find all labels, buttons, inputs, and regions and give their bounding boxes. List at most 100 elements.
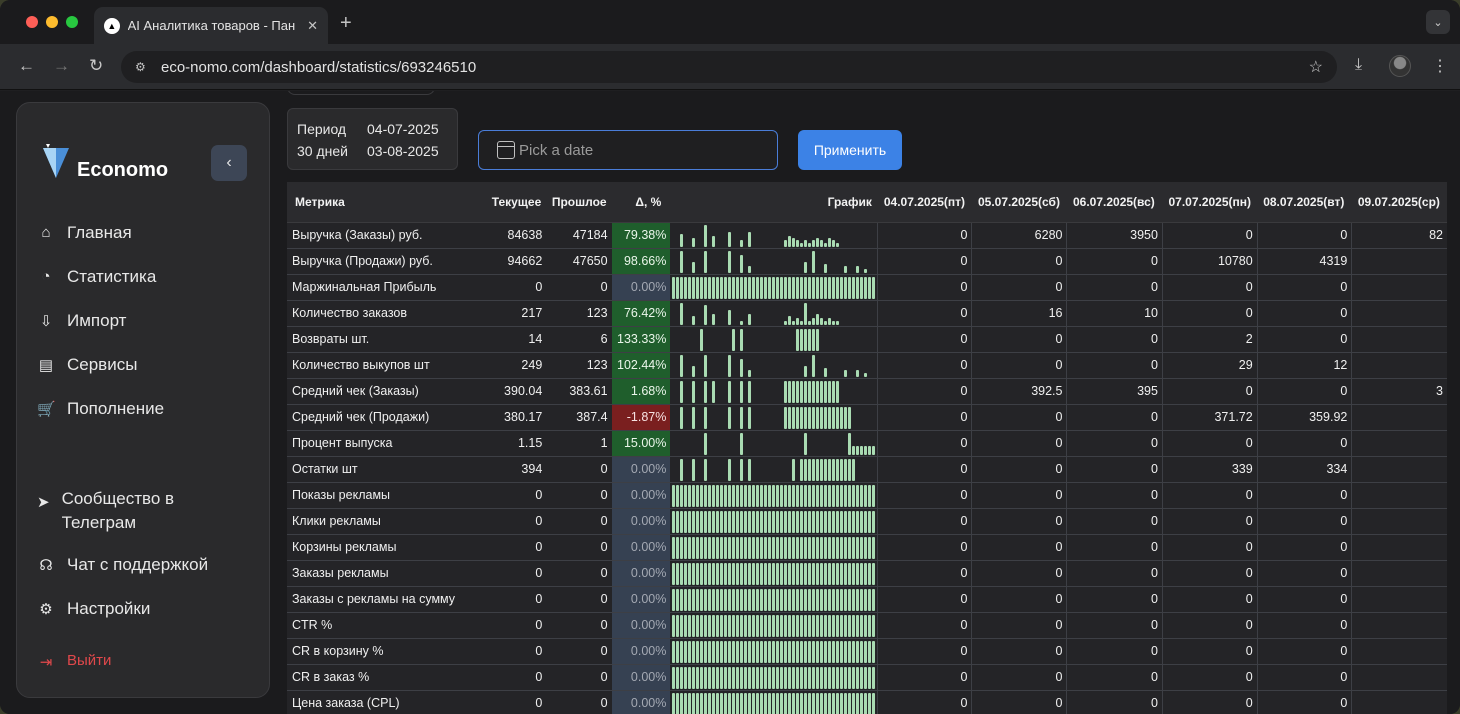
spark-bar <box>792 537 796 559</box>
spark-bar <box>748 589 752 611</box>
spark-bar <box>816 314 820 325</box>
header-day[interactable]: 05.07.2025(сб) <box>971 182 1067 223</box>
spark-bar <box>820 537 824 559</box>
header-current[interactable]: Текущее <box>483 182 547 223</box>
metric-name: Показы рекламы <box>287 482 484 509</box>
day-value <box>1351 326 1447 353</box>
header-previous[interactable]: Прошлое <box>546 182 612 223</box>
back-button[interactable]: ← <box>18 56 35 75</box>
spark-bar <box>692 693 696 714</box>
spark-bar <box>740 641 744 663</box>
day-value: 0 <box>877 378 972 405</box>
nav-telegram-community[interactable]: ➤ Сообщество в Телеграм <box>37 487 187 535</box>
apply-button[interactable]: Применить <box>798 130 902 170</box>
spark-bar <box>840 641 844 663</box>
table-row[interactable]: Средний чек (Продажи) 380.17 387.4 -1.87% 0 0… <box>287 404 1447 431</box>
spark-bar <box>704 407 708 429</box>
minimize-window-button[interactable] <box>46 16 58 28</box>
header-delta[interactable]: Δ, % <box>611 182 671 223</box>
spark-bar <box>680 407 684 429</box>
table-row[interactable]: Количество выкупов шт 249 123 102.44% 0 0 0 29 1… <box>287 352 1447 379</box>
day-value: 0 <box>1066 326 1163 353</box>
nav-settings[interactable]: ⚙ Настройки <box>37 599 150 619</box>
spark-bar <box>856 511 860 533</box>
header-day[interactable]: 04.07.2025(пт) <box>877 182 972 223</box>
spark-bar <box>796 329 800 351</box>
day-value: 0 <box>1256 222 1352 249</box>
spark-bar <box>696 485 700 507</box>
nav-services[interactable]: ▤ Сервисы <box>37 355 138 375</box>
spark-bar <box>724 277 728 299</box>
spark-bar <box>816 485 820 507</box>
browser-tab[interactable]: ▲ AI Аналитика товаров - Пан ✕ <box>94 7 328 44</box>
bookmark-star-icon[interactable]: ☆ <box>1308 59 1323 76</box>
site-settings-icon[interactable]: ⚙ <box>135 60 146 74</box>
spark-bar <box>868 485 872 507</box>
table-row[interactable]: Средний чек (Заказы) 390.04 383.61 1.68% 0 39… <box>287 378 1447 405</box>
table-row[interactable]: Возвраты шт. 14 6 133.33% 0 0 0 2 0 <box>287 326 1447 353</box>
header-day[interactable]: 09.07.2025(ср) <box>1351 182 1447 223</box>
spark-bar <box>740 667 744 689</box>
tab-search-button[interactable]: ⌄ <box>1426 10 1450 34</box>
spark-bar <box>864 641 868 663</box>
day-value: 0 <box>1066 690 1163 714</box>
reload-button[interactable]: ↻ <box>89 56 104 75</box>
nav-support-chat[interactable]: ☊ Чат с поддержкой <box>37 555 208 575</box>
date-picker-input[interactable]: Pick a date <box>478 130 778 170</box>
table-row[interactable]: Корзины рекламы 0 0 0.00% 0 0 0 0 0 <box>287 534 1447 561</box>
nav-import[interactable]: ⇩ Импорт <box>37 311 127 331</box>
header-day[interactable]: 06.07.2025(вс) <box>1066 182 1163 223</box>
spark-bar <box>756 485 760 507</box>
profile-avatar[interactable] <box>1389 55 1411 77</box>
calendar-icon <box>497 141 515 159</box>
address-bar[interactable]: ⚙ eco-nomo.com/dashboard/statistics/6932… <box>121 51 1337 83</box>
table-row[interactable]: Заказы с рекламы на сумму 0 0 0.00% 0 0 0 0 0 <box>287 586 1447 613</box>
forward-button[interactable]: → <box>53 56 70 75</box>
table-row[interactable]: Цена заказа (CPL) 0 0 0.00% 0 0 0 0 0 <box>287 690 1447 714</box>
day-value: 0 <box>1161 612 1258 639</box>
spark-bar <box>760 693 764 714</box>
day-value <box>1351 586 1447 613</box>
previous-value: 383.61 <box>546 378 612 405</box>
spark-bar <box>792 321 796 325</box>
nav-replenishment[interactable]: 🛒 Пополнение <box>37 399 164 419</box>
header-metric[interactable]: Метрика <box>287 182 484 223</box>
table-row[interactable]: Маржинальная Прибыль 0 0 0.00% 0 0 0 0 0 <box>287 274 1447 301</box>
table-row[interactable]: CR в заказ % 0 0 0.00% 0 0 0 0 0 <box>287 664 1447 691</box>
spark-bar <box>840 459 844 481</box>
table-row[interactable]: Процент выпуска 1.15 1 15.00% 0 0 0 0 0 <box>287 430 1447 457</box>
maximize-window-button[interactable] <box>66 16 78 28</box>
spark-bar <box>788 511 792 533</box>
spark-bar <box>832 240 836 247</box>
sparkline <box>670 222 878 249</box>
close-window-button[interactable] <box>26 16 38 28</box>
table-row[interactable]: Заказы рекламы 0 0 0.00% 0 0 0 0 0 <box>287 560 1447 587</box>
browser-menu-icon[interactable]: ⋮ <box>1432 58 1448 75</box>
url-text[interactable]: eco-nomo.com/dashboard/statistics/693246… <box>161 58 477 76</box>
collapse-sidebar-button[interactable]: ‹ <box>211 145 247 181</box>
spark-bar <box>852 459 856 481</box>
spark-bar <box>784 381 788 403</box>
spark-bar <box>728 511 732 533</box>
header-day[interactable]: 07.07.2025(пн) <box>1162 182 1258 223</box>
spark-bar <box>784 615 788 637</box>
tab-close-icon[interactable]: ✕ <box>307 17 318 33</box>
table-row[interactable]: Клики рекламы 0 0 0.00% 0 0 0 0 0 <box>287 508 1447 535</box>
table-row[interactable]: Выручка (Заказы) руб. 84638 47184 79.38% 0 62… <box>287 222 1447 249</box>
spark-bar <box>772 485 776 507</box>
spark-bar <box>804 381 808 403</box>
spark-bar <box>708 277 712 299</box>
logout-button[interactable]: ⇥ Выйти <box>37 652 112 671</box>
spark-bar <box>840 537 844 559</box>
table-row[interactable]: Показы рекламы 0 0 0.00% 0 0 0 0 0 <box>287 482 1447 509</box>
header-day[interactable]: 08.07.2025(вт) <box>1257 182 1352 223</box>
table-row[interactable]: CR в корзину % 0 0 0.00% 0 0 0 0 0 <box>287 638 1447 665</box>
table-row[interactable]: Выручка (Продажи) руб. 94662 47650 98.66% 0 0… <box>287 248 1447 275</box>
table-row[interactable]: CTR % 0 0 0.00% 0 0 0 0 0 <box>287 612 1447 639</box>
new-tab-button[interactable]: + <box>340 12 352 34</box>
download-icon[interactable]: ⤓ <box>1355 56 1363 73</box>
nav-statistics[interactable]: ◔ Статистика <box>37 267 156 287</box>
table-row[interactable]: Количество заказов 217 123 76.42% 0 16 10 0 0 <box>287 300 1447 327</box>
table-row[interactable]: Остатки шт 394 0 0.00% 0 0 0 339 334 <box>287 456 1447 483</box>
nav-home[interactable]: ⌂ Главная <box>37 223 131 243</box>
